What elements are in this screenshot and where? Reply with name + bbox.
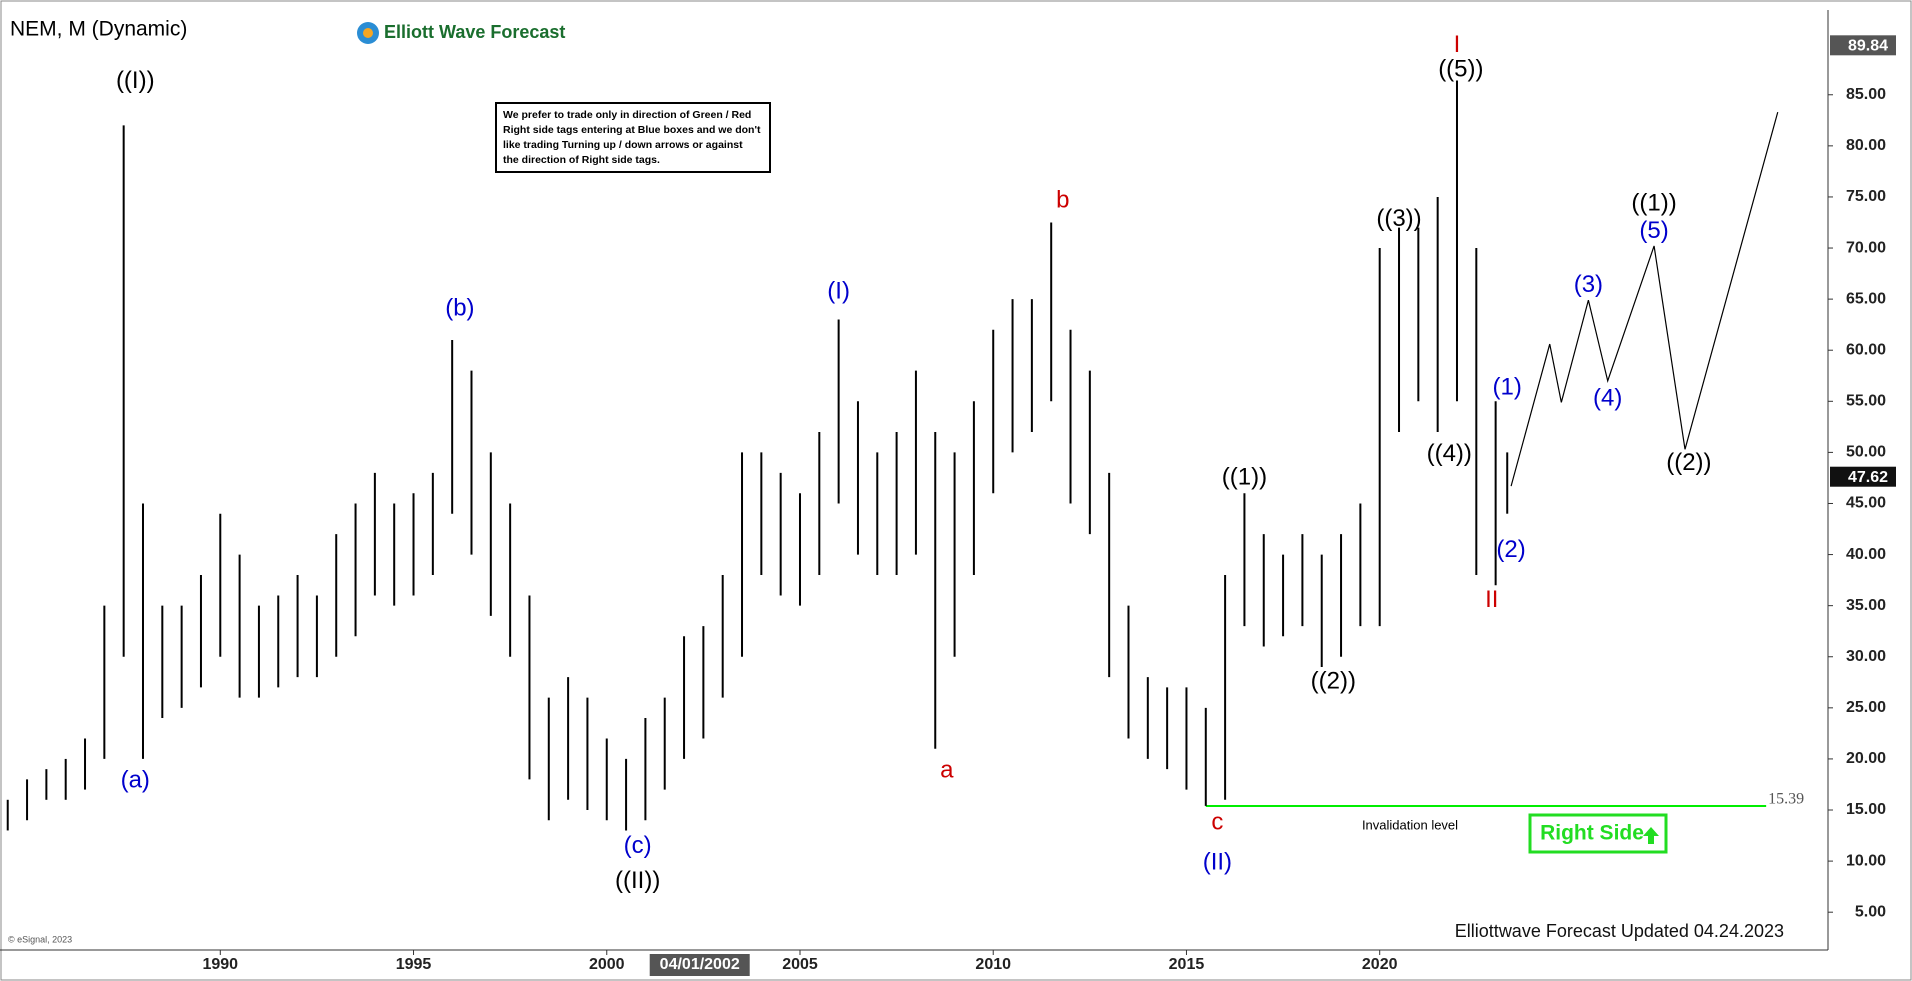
wave-label: (2) [1496,536,1525,563]
y-tick-label: 70.00 [1846,239,1886,256]
y-tick-label: 50.00 [1846,444,1886,461]
note-text: We prefer to trade only in direction of … [503,109,761,166]
copyright: © eSignal, 2023 [8,934,72,944]
wave-label: (1) [1493,373,1522,400]
price-tag: 47.62 [1848,469,1888,486]
y-tick-label: 45.00 [1846,495,1886,512]
cursor-label-box [649,954,750,976]
y-tick-label: 5.00 [1855,903,1886,920]
wave-label: c [1211,809,1223,836]
wave-label: ((3)) [1376,205,1421,232]
projection-line [1510,111,1779,487]
note-box [495,102,771,173]
wave-label: (b) [445,295,474,322]
price-tag-box [1830,35,1896,56]
wave-label: (3) [1574,271,1603,298]
wave-label: b [1056,186,1069,213]
y-tick-label: 55.00 [1846,393,1886,410]
y-tick-label: 35.00 [1846,597,1886,614]
x-tick-label: 2005 [782,956,818,973]
y-tick-label: 85.00 [1846,86,1886,103]
wave-label: ((II)) [615,867,660,894]
y-tick-label: 15.00 [1846,801,1886,818]
x-tick-label: 2015 [1169,956,1205,973]
y-tick-label: 80.00 [1846,137,1886,154]
logo-icon-core [363,28,373,38]
x-tick-label: 1990 [202,956,238,973]
y-tick-label: 20.00 [1846,750,1886,767]
wave-label: I [1454,31,1461,58]
y-tick-label: 60.00 [1846,341,1886,358]
wave-label: II [1485,586,1498,613]
wave-label: a [940,757,954,784]
note-line: the direction of Right side tags. [503,154,660,166]
invalidation-label: Invalidation level [1362,817,1458,832]
brand-name: Elliott Wave Forecast [384,22,565,42]
badge-box [1528,813,1668,854]
note-line: like trading Turning up / down arrows or… [503,139,743,151]
price-tag-box [1830,466,1896,487]
y-tick-label: 10.00 [1846,852,1886,869]
y-tick-label: 30.00 [1846,648,1886,665]
wave-label: ((I)) [116,67,155,94]
y-tick-label: 25.00 [1846,699,1886,716]
y-tick-label: 65.00 [1846,290,1886,307]
y-tick-label: 75.00 [1846,188,1886,205]
wave-label: ((2)) [1311,668,1356,695]
cursor-label: 04/01/2002 [660,956,740,973]
wave-label: (5) [1639,217,1668,244]
wave-label: (c) [624,832,652,859]
chart-title: NEM, M (Dynamic) [10,18,187,41]
badge-arrow [1643,827,1659,844]
wave-label: ((1)) [1631,189,1676,216]
price-tag: 89.84 [1848,38,1888,55]
wave-label: ((5)) [1438,56,1483,83]
badge-text: Right Side [1540,822,1644,845]
x-tick-label: 1995 [396,956,432,973]
wave-label: (I) [827,277,850,304]
note-line: We prefer to trade only in direction of … [503,109,751,121]
note-line: Right side tags entering at Blue boxes a… [503,124,761,136]
wave-label: (II) [1203,848,1232,875]
wave-label: (4) [1593,385,1622,412]
y-tick-label: 40.00 [1846,546,1886,563]
brand-logo: Elliott Wave Forecast [357,22,565,44]
wave-label: ((4)) [1427,440,1472,467]
invalidation-value: 15.39 [1768,791,1804,808]
wave-label: ((2)) [1666,449,1711,476]
x-tick-label: 2000 [589,956,625,973]
footer: Elliottwave Forecast Updated 04.24.2023 [1455,921,1784,941]
x-tick-label: 2010 [975,956,1011,973]
wave-label: (a) [121,767,150,794]
x-tick-label: 2020 [1362,956,1398,973]
wave-label: ((1)) [1222,463,1267,490]
